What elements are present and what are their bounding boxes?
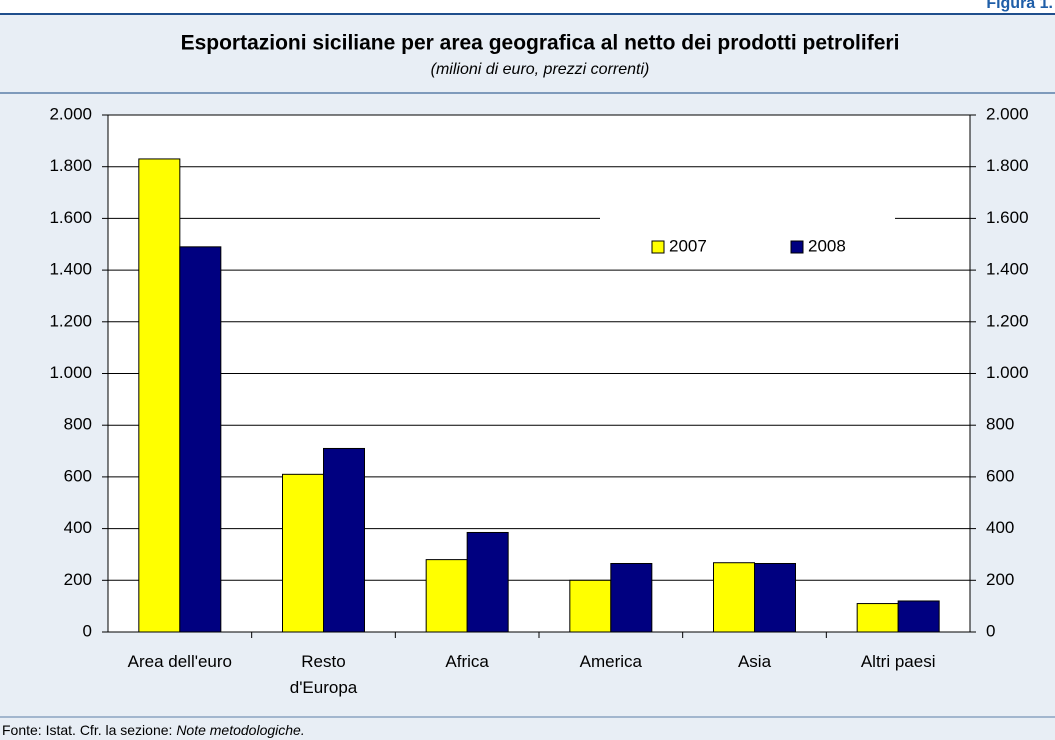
figure-label: Figura 1. (986, 0, 1053, 12)
x-tick-label: Africa (445, 652, 489, 671)
y-tick-label: 0 (83, 621, 92, 640)
legend-background (600, 217, 895, 269)
x-tick-label-line: d'Europa (290, 678, 358, 697)
bar (179, 246, 222, 633)
x-tick-label: Resto d'Europa (290, 652, 358, 697)
x-tick-label: America (580, 652, 643, 671)
bar (610, 562, 653, 633)
legend-label: 2008 (808, 236, 846, 255)
source-note: Note metodologiche. (176, 722, 304, 738)
x-tick-label-line: Asia (738, 652, 772, 671)
y-tick-label: 1.800 (49, 156, 92, 175)
y-tick-label: 1.200 (49, 311, 92, 330)
x-tick-label: Asia (738, 652, 772, 671)
bar (897, 600, 940, 633)
y-tick-label: 800 (64, 415, 92, 434)
y2-tick-label: 1.600 (986, 208, 1029, 227)
x-tick-label-line: Resto (301, 652, 345, 671)
bar (569, 579, 612, 633)
y2-tick-label: 800 (986, 415, 1014, 434)
y2-tick-label: 200 (986, 570, 1014, 589)
bar (425, 559, 468, 633)
bar (856, 603, 899, 633)
plot-border (107, 114, 971, 633)
y-tick-label: 2.000 (49, 104, 92, 123)
chart-title: Esportazioni siciliane per area geografi… (181, 32, 900, 55)
x-tick-label-line: America (580, 652, 643, 671)
x-tick-label-line: Altri paesi (861, 652, 936, 671)
y2-tick-label: 400 (986, 518, 1014, 537)
y-tick-label: 600 (64, 466, 92, 485)
x-tick-label-line: Africa (445, 652, 489, 671)
y-tick-label: 400 (64, 518, 92, 537)
y-tick-label: 1.000 (49, 363, 92, 382)
y-tick-label: 200 (64, 570, 92, 589)
legend-swatch (651, 240, 665, 254)
bar (323, 447, 365, 633)
y2-tick-label: 1.200 (986, 311, 1029, 330)
bar (754, 562, 796, 633)
y-tick-label: 1.600 (49, 208, 92, 227)
y2-tick-label: 1.000 (986, 363, 1029, 382)
x-tick-label: Altri paesi (861, 652, 936, 671)
x-tick-label: Area dell'euro (128, 652, 232, 671)
bar (138, 158, 181, 633)
source: Fonte: Istat. Cfr. la sezione: Note meto… (2, 722, 305, 738)
y2-tick-label: 1.800 (986, 156, 1029, 175)
x-tick-label-line: Area dell'euro (128, 652, 232, 671)
bar (466, 531, 509, 633)
y2-tick-label: 1.400 (986, 260, 1029, 279)
bar (282, 473, 324, 633)
bar (713, 562, 755, 633)
legend-swatch (790, 240, 804, 254)
chart-subtitle: (milioni di euro, prezzi correnti) (431, 61, 650, 78)
source-text: Fonte: Istat. Cfr. la sezione: (2, 722, 172, 738)
legend-label: 2007 (669, 236, 707, 255)
y-tick-label: 1.400 (49, 260, 92, 279)
y2-tick-label: 0 (986, 621, 995, 640)
y2-tick-label: 600 (986, 466, 1014, 485)
y2-tick-label: 2.000 (986, 104, 1029, 123)
